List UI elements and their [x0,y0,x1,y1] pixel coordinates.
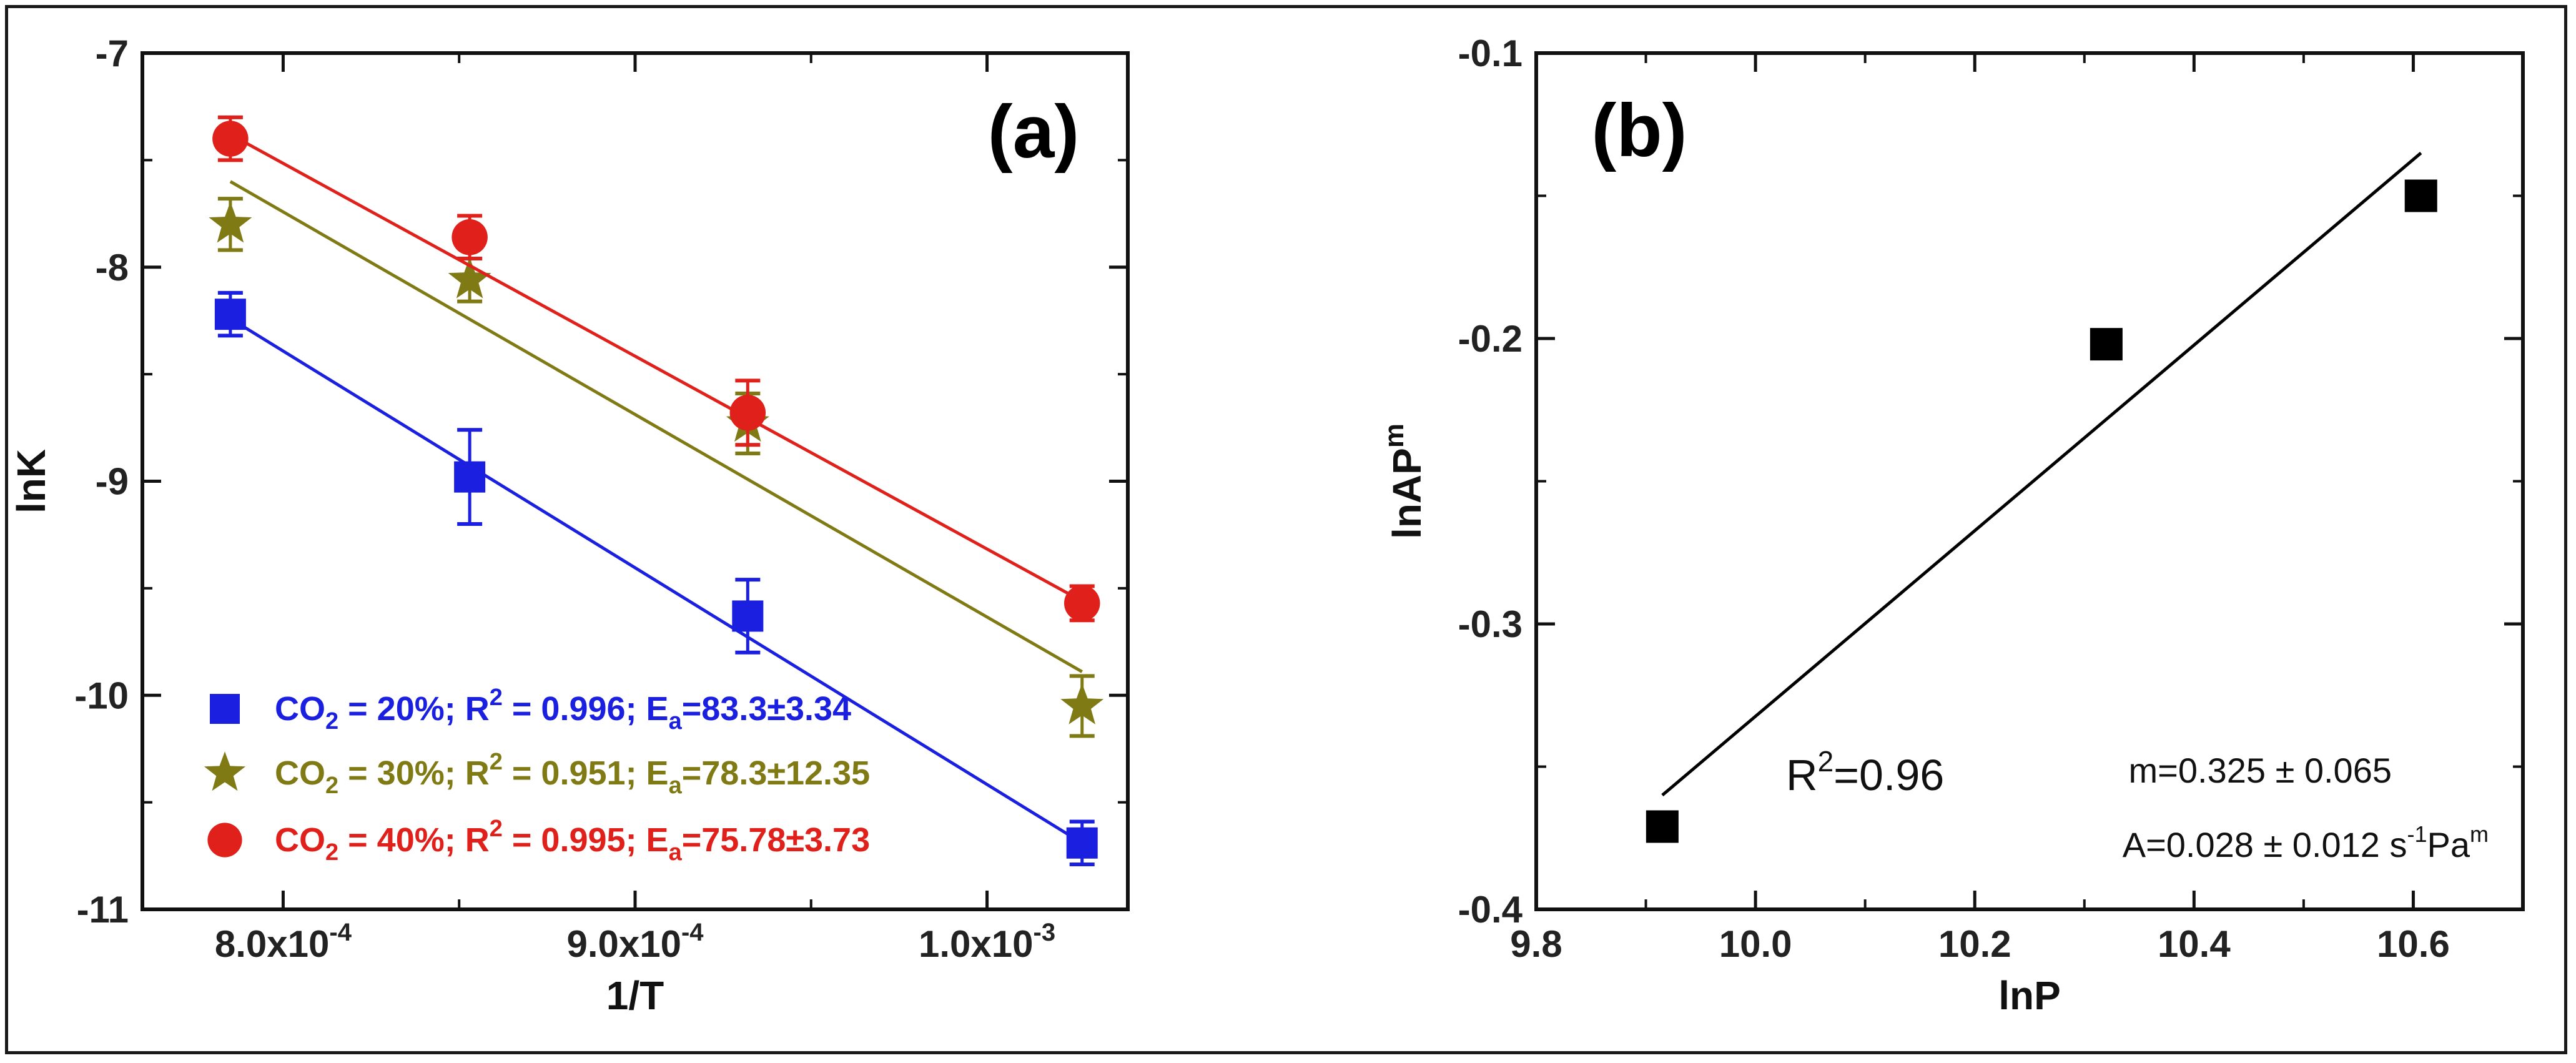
data-point-star [448,257,491,299]
r-squared-annotation: R2=0.96 [1786,745,1944,799]
data-point-square [1646,810,1679,843]
legend-marker-circle [207,823,242,858]
panel-a-ytick-label: -11 [77,889,129,931]
legend-marker-star [204,751,246,791]
fit-line-circle [229,133,1083,603]
panel-b-xtick-label: 10.2 [1938,923,2011,965]
panel-a-label: (a) [988,90,1080,174]
legend-entry: CO2 = 30%; R2 = 0.951; Ea=78.3±12.35 [275,749,870,799]
panel-b-xtick-label: 10.6 [2377,923,2450,965]
legend-entry: CO2 = 20%; R2 = 0.996; Ea=83.3±3.34 [275,685,851,734]
legend-entry: CO2 = 40%; R2 = 0.995; Ea=75.78±3.73 [275,816,870,866]
data-point-square [454,461,486,493]
panel-a-xtick-label: 1.0x10-3 [919,919,1055,965]
fit-line-square [229,317,1083,844]
data-point-star [209,201,252,243]
data-point-square [732,600,764,632]
panel-b-y-axis-label: lnAPm [1379,423,1429,539]
data-point-circle [452,219,488,255]
data-point-square [2404,179,2437,212]
data-point-square [1066,827,1098,859]
data-point-circle [212,121,249,157]
panel-a-xtick-label: 9.0x10-4 [566,919,704,965]
data-point-square [214,299,246,330]
panel-b-xtick-label: 9.8 [1510,923,1562,965]
m-value-annotation: m=0.325 ± 0.065 [2129,751,2392,790]
panel-a-y-axis-label: lnK [9,449,54,513]
legend-marker-square [210,694,240,724]
panel-a-ytick-label: -10 [74,675,129,716]
panel-b-ytick-label: -0.2 [1458,318,1522,360]
fit-line [1661,152,2422,797]
panel-b-xtick-label: 10.0 [1719,923,1792,965]
fit-line-star [229,180,1083,673]
panel-b-ytick-label: -0.4 [1458,889,1523,931]
data-point-circle [1063,585,1100,621]
panel-a-ytick-label: -9 [96,461,129,503]
panel-b-ytick-label: -0.1 [1458,32,1522,74]
panel-b-x-axis-label: lnP [1998,973,2061,1018]
figure-frame [5,5,2567,1054]
data-point-square [2090,328,2123,361]
data-point-circle [729,395,766,431]
a-value-annotation: A=0.028 ± 0.012 s-1Pam [2123,821,2489,864]
panel-a-x-axis-label: 1/T [606,973,664,1018]
panel-b-xtick-label: 10.4 [2158,923,2231,965]
panel-a-xtick-label: 8.0x10-4 [215,919,352,965]
panel-a-ytick-label: -7 [96,32,129,74]
panel-b-ytick-label: -0.3 [1458,603,1522,645]
panel-b-label: (b) [1591,89,1687,172]
data-point-star [1060,683,1104,724]
panel-a-ytick-label: -8 [96,247,129,289]
